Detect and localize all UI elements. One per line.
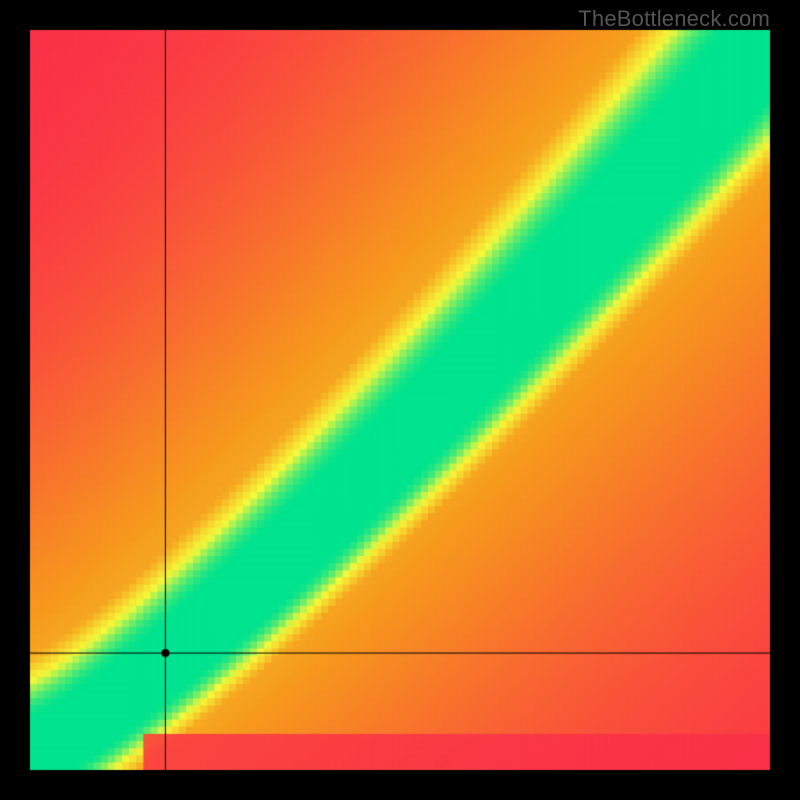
watermark-text: TheBottleneck.com <box>578 6 770 32</box>
chart-container: TheBottleneck.com <box>0 0 800 800</box>
bottleneck-heatmap <box>0 0 800 800</box>
